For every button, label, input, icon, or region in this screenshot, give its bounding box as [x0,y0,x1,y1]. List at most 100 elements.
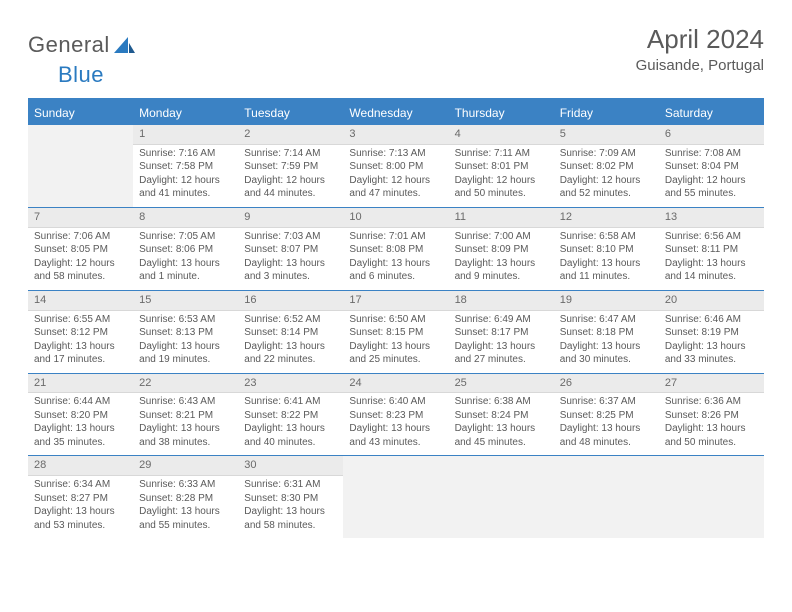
calendar-cell: 1Sunrise: 7:16 AMSunset: 7:58 PMDaylight… [133,125,238,207]
sunrise-text: Sunrise: 7:06 AM [34,230,127,244]
calendar-cell: 9Sunrise: 7:03 AMSunset: 8:07 PMDaylight… [238,208,343,290]
sunset-text: Sunset: 8:08 PM [349,243,442,257]
daylight2-text: and 47 minutes. [349,187,442,201]
sunrise-text: Sunrise: 7:05 AM [139,230,232,244]
daylight2-text: and 55 minutes. [139,519,232,533]
sunrise-text: Sunrise: 7:11 AM [455,147,548,161]
daylight2-text: and 58 minutes. [244,519,337,533]
daylight2-text: and 43 minutes. [349,436,442,450]
daylight1-text: Daylight: 12 hours [349,174,442,188]
day-number: 16 [238,291,343,311]
calendar-cell: 10Sunrise: 7:01 AMSunset: 8:08 PMDayligh… [343,208,448,290]
daylight2-text: and 58 minutes. [34,270,127,284]
calendar-cell: 15Sunrise: 6:53 AMSunset: 8:13 PMDayligh… [133,291,238,373]
daylight2-text: and 45 minutes. [455,436,548,450]
calendar-cell: 24Sunrise: 6:40 AMSunset: 8:23 PMDayligh… [343,374,448,456]
day-number: 29 [133,456,238,476]
calendar-cell: 22Sunrise: 6:43 AMSunset: 8:21 PMDayligh… [133,374,238,456]
sunrise-text: Sunrise: 7:16 AM [139,147,232,161]
daylight1-text: Daylight: 13 hours [665,340,758,354]
calendar-grid: Sunday Monday Tuesday Wednesday Thursday… [28,98,764,538]
day-number: 28 [28,456,133,476]
sunset-text: Sunset: 8:02 PM [560,160,653,174]
logo-sail-icon [114,36,136,54]
weekday-header: Wednesday [343,101,448,125]
day-number: 27 [659,374,764,394]
daylight2-text: and 38 minutes. [139,436,232,450]
daylight1-text: Daylight: 13 hours [455,257,548,271]
calendar-row: 7Sunrise: 7:06 AMSunset: 8:05 PMDaylight… [28,208,764,291]
sunrise-text: Sunrise: 7:13 AM [349,147,442,161]
daylight1-text: Daylight: 13 hours [139,505,232,519]
sunset-text: Sunset: 8:25 PM [560,409,653,423]
day-number: 9 [238,208,343,228]
calendar-cell: 14Sunrise: 6:55 AMSunset: 8:12 PMDayligh… [28,291,133,373]
daylight2-text: and 52 minutes. [560,187,653,201]
day-number [659,456,764,476]
daylight2-text: and 55 minutes. [665,187,758,201]
calendar-cell: 25Sunrise: 6:38 AMSunset: 8:24 PMDayligh… [449,374,554,456]
sunrise-text: Sunrise: 6:50 AM [349,313,442,327]
daylight2-text: and 35 minutes. [34,436,127,450]
daylight1-text: Daylight: 12 hours [560,174,653,188]
sunrise-text: Sunrise: 6:49 AM [455,313,548,327]
daylight1-text: Daylight: 12 hours [665,174,758,188]
day-number: 17 [343,291,448,311]
day-number: 22 [133,374,238,394]
sunset-text: Sunset: 8:13 PM [139,326,232,340]
daylight1-text: Daylight: 13 hours [34,505,127,519]
sunset-text: Sunset: 8:10 PM [560,243,653,257]
daylight2-text: and 50 minutes. [665,436,758,450]
daylight1-text: Daylight: 13 hours [560,257,653,271]
daylight1-text: Daylight: 13 hours [665,422,758,436]
daylight2-text: and 27 minutes. [455,353,548,367]
sunrise-text: Sunrise: 6:34 AM [34,478,127,492]
daylight2-text: and 53 minutes. [34,519,127,533]
daylight2-text: and 9 minutes. [455,270,548,284]
calendar-cell: 18Sunrise: 6:49 AMSunset: 8:17 PMDayligh… [449,291,554,373]
weekday-header: Monday [133,101,238,125]
calendar-cell-empty [28,125,133,207]
sunrise-text: Sunrise: 6:52 AM [244,313,337,327]
calendar-body: 1Sunrise: 7:16 AMSunset: 7:58 PMDaylight… [28,125,764,538]
daylight2-text: and 22 minutes. [244,353,337,367]
sunset-text: Sunset: 8:05 PM [34,243,127,257]
day-number: 5 [554,125,659,145]
daylight1-text: Daylight: 12 hours [34,257,127,271]
daylight1-text: Daylight: 13 hours [349,257,442,271]
daylight1-text: Daylight: 13 hours [139,340,232,354]
calendar-cell: 20Sunrise: 6:46 AMSunset: 8:19 PMDayligh… [659,291,764,373]
calendar-cell: 27Sunrise: 6:36 AMSunset: 8:26 PMDayligh… [659,374,764,456]
sunset-text: Sunset: 8:17 PM [455,326,548,340]
sunrise-text: Sunrise: 6:44 AM [34,395,127,409]
day-number: 24 [343,374,448,394]
calendar-cell: 13Sunrise: 6:56 AMSunset: 8:11 PMDayligh… [659,208,764,290]
daylight1-text: Daylight: 13 hours [349,340,442,354]
sunrise-text: Sunrise: 6:31 AM [244,478,337,492]
day-number: 4 [449,125,554,145]
calendar-cell: 8Sunrise: 7:05 AMSunset: 8:06 PMDaylight… [133,208,238,290]
weekday-header: Friday [554,101,659,125]
day-number: 8 [133,208,238,228]
sunset-text: Sunset: 8:15 PM [349,326,442,340]
sunset-text: Sunset: 8:14 PM [244,326,337,340]
daylight2-text: and 48 minutes. [560,436,653,450]
sunrise-text: Sunrise: 6:46 AM [665,313,758,327]
sunset-text: Sunset: 8:18 PM [560,326,653,340]
calendar-cell-empty [343,456,448,538]
sunset-text: Sunset: 8:09 PM [455,243,548,257]
calendar-row: 21Sunrise: 6:44 AMSunset: 8:20 PMDayligh… [28,374,764,457]
calendar-cell: 26Sunrise: 6:37 AMSunset: 8:25 PMDayligh… [554,374,659,456]
day-number: 26 [554,374,659,394]
day-number: 1 [133,125,238,145]
sunrise-text: Sunrise: 6:41 AM [244,395,337,409]
weekday-header: Tuesday [238,101,343,125]
sunrise-text: Sunrise: 7:14 AM [244,147,337,161]
calendar-cell: 4Sunrise: 7:11 AMSunset: 8:01 PMDaylight… [449,125,554,207]
calendar-cell: 2Sunrise: 7:14 AMSunset: 7:59 PMDaylight… [238,125,343,207]
day-number: 23 [238,374,343,394]
sunset-text: Sunset: 8:27 PM [34,492,127,506]
sunset-text: Sunset: 8:06 PM [139,243,232,257]
calendar-cell: 16Sunrise: 6:52 AMSunset: 8:14 PMDayligh… [238,291,343,373]
day-number: 15 [133,291,238,311]
